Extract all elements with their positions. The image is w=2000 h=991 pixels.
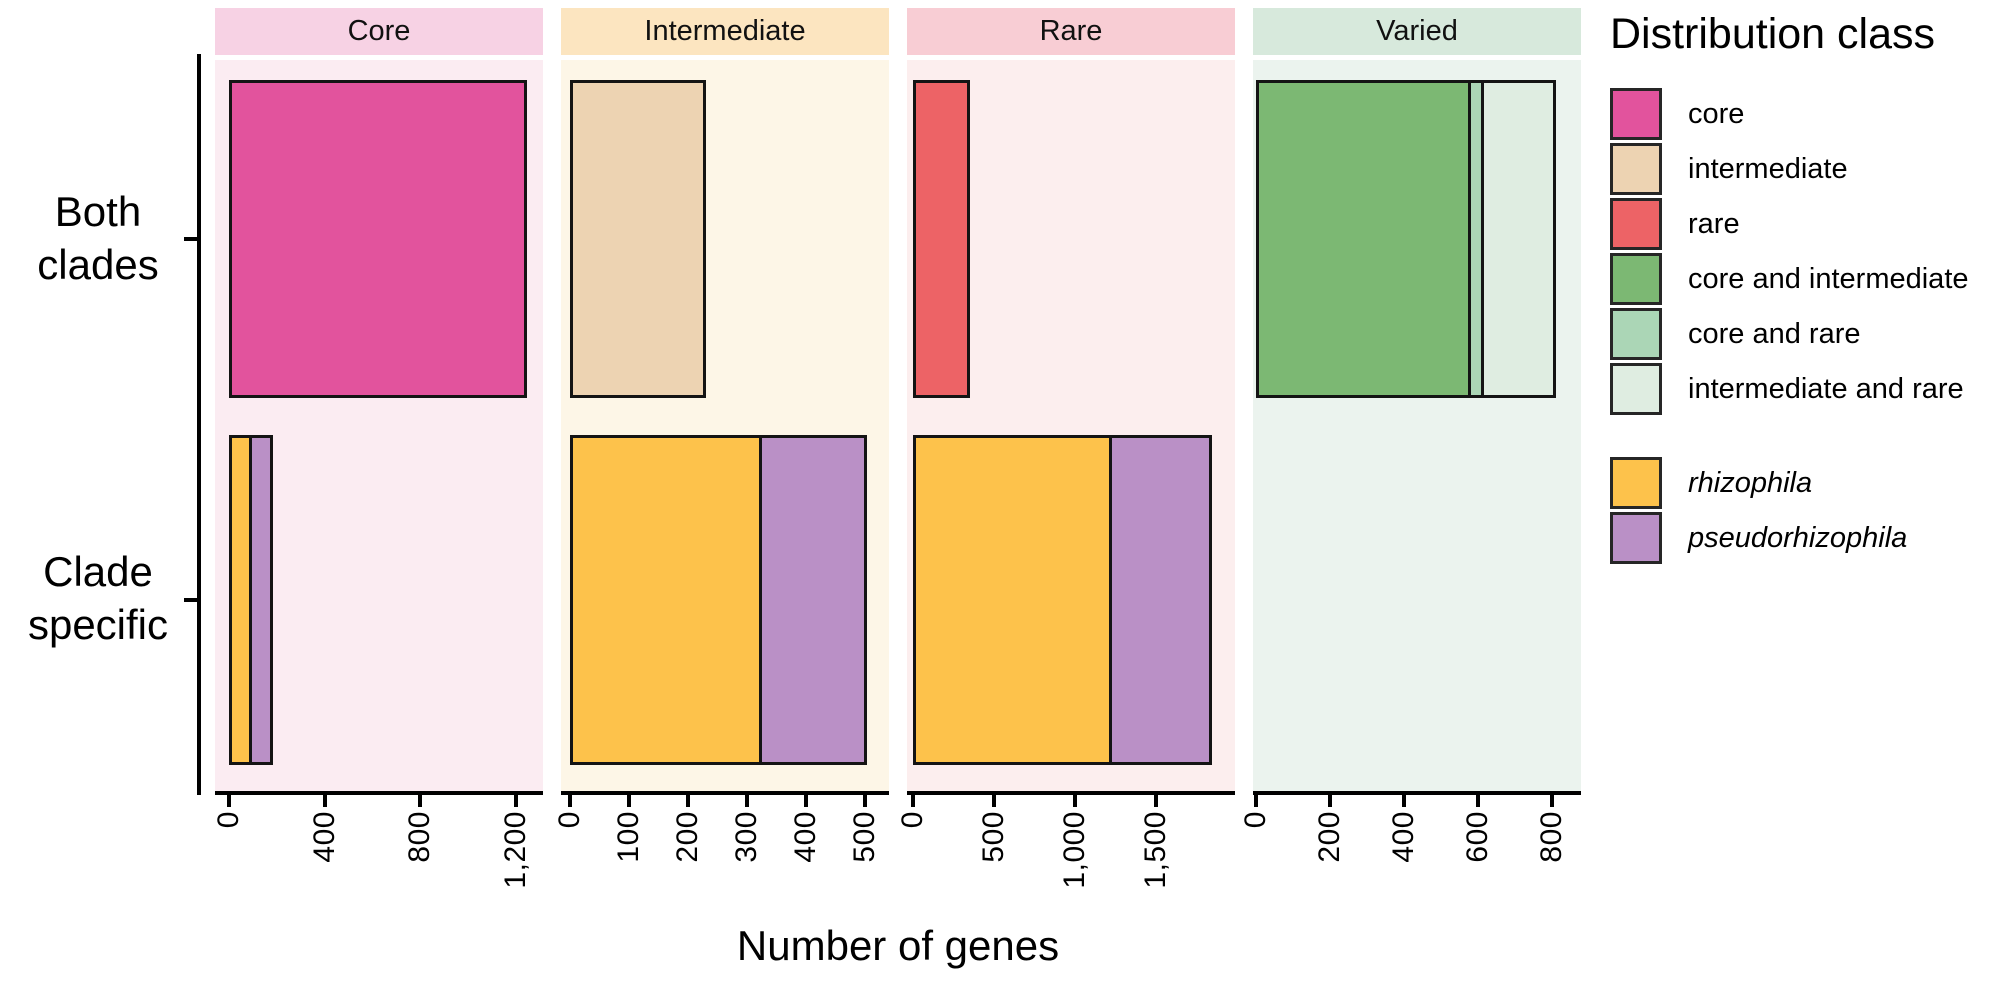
legend-swatch-intermediate-and-rare: [1610, 363, 1662, 415]
x-tick-label-text: 0: [212, 811, 246, 829]
bar-segment-both-clades-core: [229, 80, 528, 398]
x-tick-label-text: 500: [977, 811, 1010, 863]
x-tick-label-text: 1,200: [498, 811, 532, 889]
x-axis-tick: [863, 795, 868, 807]
legend-swatch-core-and-intermediate: [1610, 253, 1662, 305]
x-axis-tick: [513, 795, 518, 807]
x-axis-tick: [745, 795, 750, 807]
x-axis-tick: [686, 795, 691, 807]
y-category-line: clades: [37, 240, 159, 288]
bar-segment-clade-specific-rhizophila: [570, 435, 763, 765]
bar-segment-clade-specific-rhizophila: [913, 435, 1113, 765]
x-tick-label-text: 100: [612, 811, 646, 863]
legend-label-rare: rare: [1688, 207, 1740, 240]
x-axis-line: [561, 791, 889, 795]
x-axis-tick: [1475, 795, 1480, 807]
x-tick-label-text: 300: [730, 811, 764, 863]
bar-segment-both-clades-intermediate: [570, 80, 707, 398]
legend-swatch-rhizophila: [1610, 457, 1662, 509]
x-tick-label-text: 400: [1386, 811, 1420, 863]
legend-entry-core: core: [1610, 88, 1744, 140]
bar-segment-clade-specific-pseudorhizophila: [248, 435, 274, 765]
legend-swatch-rare: [1610, 198, 1662, 250]
x-axis-tick: [568, 795, 573, 807]
legend-entry-pseudorhizophila: pseudorhizophila: [1610, 512, 1907, 564]
legend-entry-intermediate: intermediate: [1610, 143, 1848, 195]
x-axis-tick: [1072, 795, 1077, 807]
legend-swatch-core-and-rare: [1610, 308, 1662, 360]
x-axis-tick: [1253, 795, 1258, 807]
y-axis-line: [197, 54, 201, 795]
x-axis-tick: [992, 795, 996, 807]
x-axis-line: [907, 791, 1235, 795]
x-axis-tick: [1327, 795, 1332, 807]
x-axis-tick: [1401, 795, 1406, 807]
x-tick-label-text: 500: [848, 811, 882, 863]
legend-label-core: core: [1688, 97, 1745, 130]
legend-swatch-core: [1610, 88, 1662, 140]
x-axis-tick: [627, 795, 632, 807]
x-axis-line: [215, 791, 543, 795]
y-category-line: specific: [27, 600, 169, 648]
legend-label-rhizophila: rhizophila: [1688, 466, 1813, 499]
x-axis-tick: [911, 795, 916, 807]
facet-header-rare: Rare: [907, 8, 1235, 55]
bar-segment-both-clades-intermediate_and_rare: [1480, 80, 1556, 398]
facet-header-core: Core: [215, 8, 543, 55]
x-axis-tick: [322, 795, 327, 807]
x-axis-title: Number of genes: [736, 922, 1060, 969]
bar-segment-clade-specific-pseudorhizophila: [1109, 435, 1212, 765]
legend-entry-rare: rare: [1610, 198, 1740, 250]
legend-label-core-and-intermediate: core and intermediate: [1688, 262, 1969, 295]
x-axis-tick: [418, 795, 423, 807]
facet-header-varied: Varied: [1253, 8, 1581, 55]
y-category-label-clade-specific: Clade specific: [0, 546, 196, 652]
x-tick-label-text: 0: [896, 811, 930, 829]
bar-segment-both-clades-rare: [913, 80, 970, 398]
legend-label-pseudorhizophila: pseudorhizophila: [1688, 521, 1908, 554]
x-tick-label-text: 0: [553, 811, 587, 829]
x-tick-label-text: 1,500: [1138, 811, 1172, 889]
x-axis-tick: [227, 795, 232, 807]
x-axis-tick: [804, 795, 809, 807]
x-axis-line: [1253, 791, 1581, 795]
x-axis-tick: [1153, 795, 1158, 807]
legend-swatch-intermediate: [1610, 143, 1662, 195]
y-category-line: Clade: [43, 548, 153, 595]
legend-swatch-pseudorhizophila: [1610, 512, 1662, 564]
x-tick-label-text: 800: [1535, 811, 1569, 863]
legend-label-intermediate: intermediate: [1688, 152, 1848, 185]
x-tick-label-text: 200: [671, 811, 705, 863]
facet-header-intermediate: Intermediate: [561, 8, 889, 55]
x-tick-label-text: 400: [789, 811, 823, 863]
x-tick-label-text: 400: [307, 811, 341, 863]
bar-segment-both-clades-core_and_intermediate: [1255, 80, 1471, 398]
x-axis-tick: [1550, 795, 1555, 807]
legend-entry-core-and-intermediate: core and intermediate: [1610, 253, 1969, 305]
y-axis-tick: [184, 237, 198, 241]
x-tick-label-text: 200: [1312, 811, 1346, 863]
legend-entry-rhizophila: rhizophila: [1610, 457, 1812, 509]
x-tick-label-text: 0: [1238, 811, 1272, 829]
x-tick-label-text: 600: [1460, 811, 1494, 863]
legend-label-core-and-rare: core and rare: [1688, 317, 1861, 350]
bar-segment-clade-specific-pseudorhizophila: [759, 435, 868, 765]
x-tick-label-text: 800: [403, 811, 437, 863]
y-axis-tick: [184, 598, 198, 602]
legend-label-intermediate-and-rare: intermediate and rare: [1688, 372, 1964, 405]
legend-entry-core-and-rare: core and rare: [1610, 308, 1861, 360]
legend-title: Distribution class: [1610, 10, 1935, 58]
legend-entry-intermediate-and-rare: intermediate and rare: [1610, 363, 1964, 415]
x-tick-label-text: 1,000: [1057, 811, 1091, 889]
y-category-line: Both: [54, 188, 142, 235]
y-category-label-both-clades: Both clades: [0, 186, 196, 292]
